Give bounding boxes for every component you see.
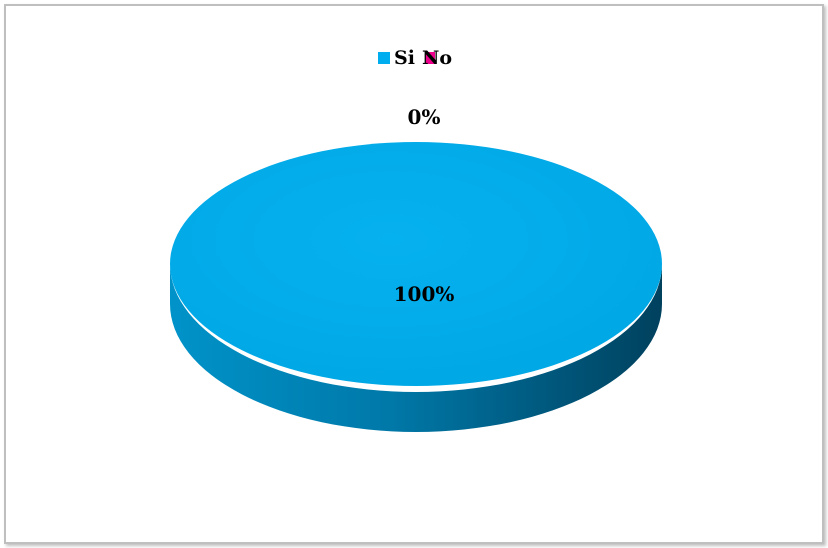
legend-label-no: No — [422, 47, 452, 69]
legend-label-si: Si — [394, 47, 415, 69]
data-label-si: 100% — [394, 282, 455, 306]
pie-body — [170, 142, 662, 432]
legend-swatch-no — [425, 52, 435, 64]
data-label-no: 0% — [408, 105, 441, 129]
pie-slice-side-si — [170, 264, 662, 432]
legend-swatch-si — [378, 52, 390, 64]
pie-slice-si — [170, 142, 662, 386]
legend: Si No — [378, 47, 452, 69]
